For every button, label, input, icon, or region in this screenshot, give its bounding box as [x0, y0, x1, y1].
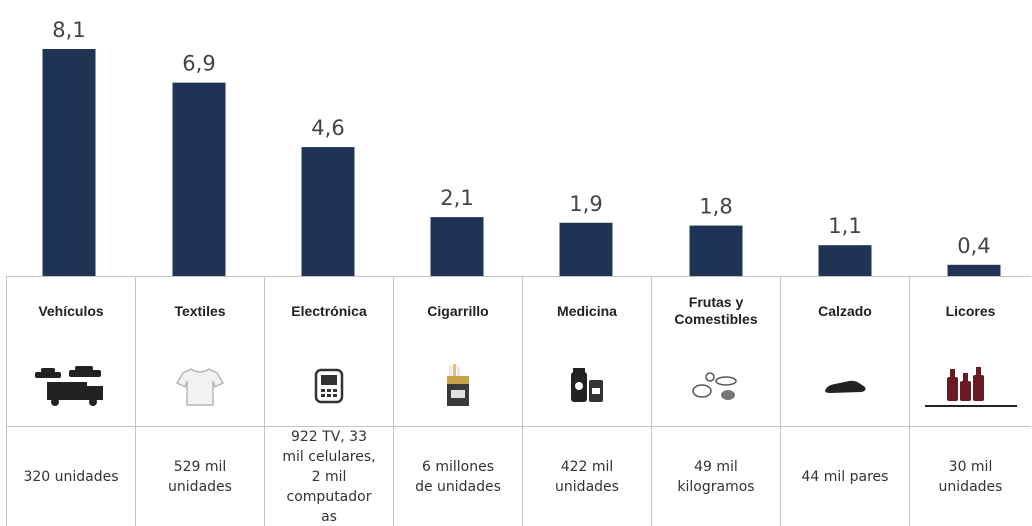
category-description-line: unidades [939, 477, 1003, 497]
category-header-cell: Electrónica [264, 276, 393, 346]
category-description: 320 unidades [23, 467, 118, 487]
category-description-line: 49 mil [677, 457, 754, 477]
bar-value-label: 6,9 [182, 52, 215, 76]
category-description-line: 30 mil [939, 457, 1003, 477]
category-header-label: Medicina [557, 303, 617, 320]
category-header-line: Calzado [818, 303, 872, 320]
category-header-line: Comestibles [674, 311, 757, 328]
bar-5 [690, 226, 743, 276]
bar-value-label: 4,6 [311, 116, 344, 140]
category-header-label: Textiles [174, 303, 225, 320]
shirt-icon [135, 346, 264, 426]
category-header-line: Frutas y [674, 294, 757, 311]
category-header-cell: Vehículos [6, 276, 135, 346]
icon-row [6, 346, 1031, 426]
category-description-line: computador [282, 487, 375, 507]
category-description-line: unidades [168, 477, 232, 497]
bar-chart: 8,1 6,9 4,6 2,1 1,9 1,8 1,1 0,4 [0, 0, 1032, 280]
category-description-line: 6 millones [415, 457, 501, 477]
category-description-line: 44 mil pares [802, 467, 889, 487]
bar-2 [302, 147, 355, 276]
category-header-label: Electrónica [291, 303, 366, 320]
category-header-cell: Calzado [780, 276, 909, 346]
category-description-cell: 320 unidades [6, 427, 135, 526]
bar-1 [173, 83, 226, 276]
bar-7 [948, 265, 1001, 276]
category-description-line: 2 mil [282, 467, 375, 487]
category-header-line: Textiles [174, 303, 225, 320]
category-description-line: as [282, 507, 375, 526]
category-header-label: Calzado [818, 303, 872, 320]
category-header-cell: Medicina [522, 276, 651, 346]
category-header-label: Licores [946, 303, 996, 320]
bar-0 [43, 49, 96, 276]
category-description-line: 922 TV, 33 [282, 427, 375, 447]
category-description-cell: 44 mil pares [780, 427, 909, 526]
liquor-bottles-icon [909, 346, 1031, 426]
category-header-label: Vehículos [38, 303, 103, 320]
bar-4 [560, 223, 613, 276]
category-header-line: Electrónica [291, 303, 366, 320]
cigarette-pack-icon [393, 346, 522, 426]
category-description-line: de unidades [415, 477, 501, 497]
category-description-line: unidades [555, 477, 619, 497]
bar-value-label: 0,4 [957, 234, 990, 258]
category-header-cell: Cigarrillo [393, 276, 522, 346]
category-description: 44 mil pares [802, 467, 889, 487]
bar-value-label: 1,1 [828, 214, 861, 238]
category-header-cell: Textiles [135, 276, 264, 346]
category-table: Vehículos Textiles Electrónica Cigarrillo Me… [6, 276, 1031, 525]
bar-6 [819, 245, 872, 276]
bar-value-label: 1,8 [699, 195, 732, 219]
electronics-icon [264, 346, 393, 426]
category-header-label: Cigarrillo [427, 303, 488, 320]
medicine-icon [522, 346, 651, 426]
category-description-line: kilogramos [677, 477, 754, 497]
shoe-icon [780, 346, 909, 426]
category-description-line: mil celulares, [282, 447, 375, 467]
category-header-line: Cigarrillo [427, 303, 488, 320]
category-header-cell: Licores [909, 276, 1031, 346]
category-description-line: 529 mil [168, 457, 232, 477]
header-row: Vehículos Textiles Electrónica Cigarrillo Me… [6, 276, 1031, 346]
bar-value-label: 1,9 [569, 192, 602, 216]
category-header-line: Vehículos [38, 303, 103, 320]
vehicles-icon [6, 346, 135, 426]
category-header-line: Licores [946, 303, 996, 320]
category-header-line: Medicina [557, 303, 617, 320]
category-description-line: 320 unidades [23, 467, 118, 487]
bar-value-label: 2,1 [440, 186, 473, 210]
bar-value-label: 8,1 [52, 18, 85, 42]
food-icon [651, 346, 780, 426]
category-description-line: 422 mil [555, 457, 619, 477]
bar-3 [431, 217, 484, 276]
